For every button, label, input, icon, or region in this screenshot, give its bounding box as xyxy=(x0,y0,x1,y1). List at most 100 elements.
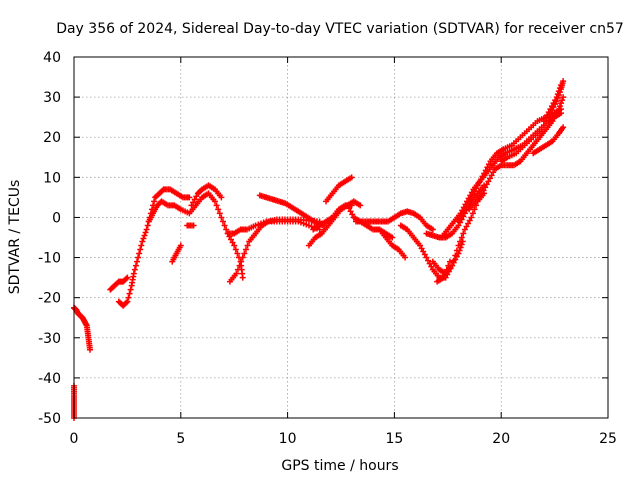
x-tick-labels: 0 5 10 15 20 25 xyxy=(70,431,617,447)
data-point xyxy=(468,214,475,221)
data-point xyxy=(346,205,353,212)
data-point xyxy=(538,126,545,133)
data-point xyxy=(231,242,238,249)
series-arc-17 xyxy=(376,226,396,241)
data-point xyxy=(469,210,476,217)
y-tick-label: -10 xyxy=(38,251,61,267)
data-point xyxy=(450,259,457,266)
data-point xyxy=(177,242,184,249)
y-axis-label: SDTVAR / TECUs xyxy=(7,180,23,295)
data-point xyxy=(219,218,226,225)
data-point xyxy=(490,169,497,176)
series-arc-7 xyxy=(184,222,197,229)
data-point xyxy=(442,270,449,277)
plot-frame xyxy=(73,56,609,419)
data-point xyxy=(463,203,470,210)
data-point xyxy=(560,124,567,131)
data-point xyxy=(549,118,556,125)
series-arc-26 xyxy=(530,124,567,157)
series-arc-27 xyxy=(540,82,565,125)
series-arc-16 xyxy=(352,208,436,233)
data-point xyxy=(234,266,241,273)
axis-ticks xyxy=(73,56,609,419)
data-point xyxy=(126,290,133,297)
y-tick-label: 40 xyxy=(43,50,61,66)
series-arc-10 xyxy=(224,218,323,237)
data-point xyxy=(131,266,138,273)
data-point xyxy=(137,246,144,253)
data-point xyxy=(423,254,430,261)
data-point xyxy=(552,97,559,104)
data-point xyxy=(139,238,146,245)
data-point xyxy=(186,194,193,201)
y-tick-labels: -50 -40 -30 -20 -10 0 10 20 30 40 xyxy=(38,50,61,427)
data-point xyxy=(218,214,225,221)
data-point xyxy=(135,254,142,261)
y-tick-label: -30 xyxy=(38,331,61,347)
data-point xyxy=(485,161,492,168)
data-point xyxy=(555,106,562,113)
data-point xyxy=(483,181,490,188)
data-point xyxy=(471,188,478,195)
data-point xyxy=(488,172,495,179)
y-tick-label: 0 xyxy=(52,210,61,226)
data-point xyxy=(480,187,487,194)
data-point xyxy=(218,194,225,201)
x-tick-label: 20 xyxy=(492,431,510,447)
data-point xyxy=(465,200,472,207)
data-point xyxy=(344,202,351,209)
data-point xyxy=(417,242,424,249)
data-point xyxy=(242,246,249,253)
data-point xyxy=(457,215,464,222)
y-tick-label: 20 xyxy=(43,130,61,146)
data-point xyxy=(481,170,488,177)
data-point xyxy=(216,210,223,217)
y-tick-label: -20 xyxy=(38,291,61,307)
data-point xyxy=(190,222,197,229)
data-point xyxy=(458,234,465,241)
data-point xyxy=(551,115,558,122)
data-point xyxy=(232,246,239,253)
data-point xyxy=(471,206,478,213)
data-point xyxy=(140,235,147,242)
data-point xyxy=(458,241,465,248)
data-point xyxy=(127,286,134,293)
data-point xyxy=(556,85,563,92)
data-point xyxy=(151,198,158,205)
data-point xyxy=(468,194,475,201)
data-point xyxy=(188,202,195,209)
data-point xyxy=(455,250,462,257)
data-point xyxy=(87,346,94,353)
y-tick-label: -40 xyxy=(38,371,61,387)
data-point xyxy=(545,109,552,116)
data-point xyxy=(227,236,234,243)
data-point xyxy=(213,202,220,209)
y-tick-label: 10 xyxy=(43,170,61,186)
data-point xyxy=(241,250,248,257)
data-point xyxy=(357,202,364,209)
data-point xyxy=(463,223,470,230)
data-point xyxy=(486,175,493,182)
data-point xyxy=(440,274,447,281)
data-point xyxy=(190,199,197,206)
x-tick-label: 25 xyxy=(599,431,617,447)
data-point xyxy=(466,197,473,204)
data-point xyxy=(460,230,467,237)
x-tick-label: 15 xyxy=(385,431,403,447)
data-point xyxy=(456,247,463,254)
data-point xyxy=(229,239,236,246)
data-point xyxy=(144,222,151,229)
data-point xyxy=(402,254,409,261)
data-point xyxy=(221,222,228,229)
grid-lines xyxy=(74,57,608,418)
data-point xyxy=(191,196,198,203)
y-tick-label: 30 xyxy=(43,90,61,106)
data-point xyxy=(560,78,567,85)
data-point xyxy=(428,263,435,270)
data-point xyxy=(455,218,462,225)
series-arc-5 xyxy=(145,190,246,281)
data-point xyxy=(233,270,240,277)
data-point xyxy=(244,242,251,249)
data-point xyxy=(485,178,492,185)
